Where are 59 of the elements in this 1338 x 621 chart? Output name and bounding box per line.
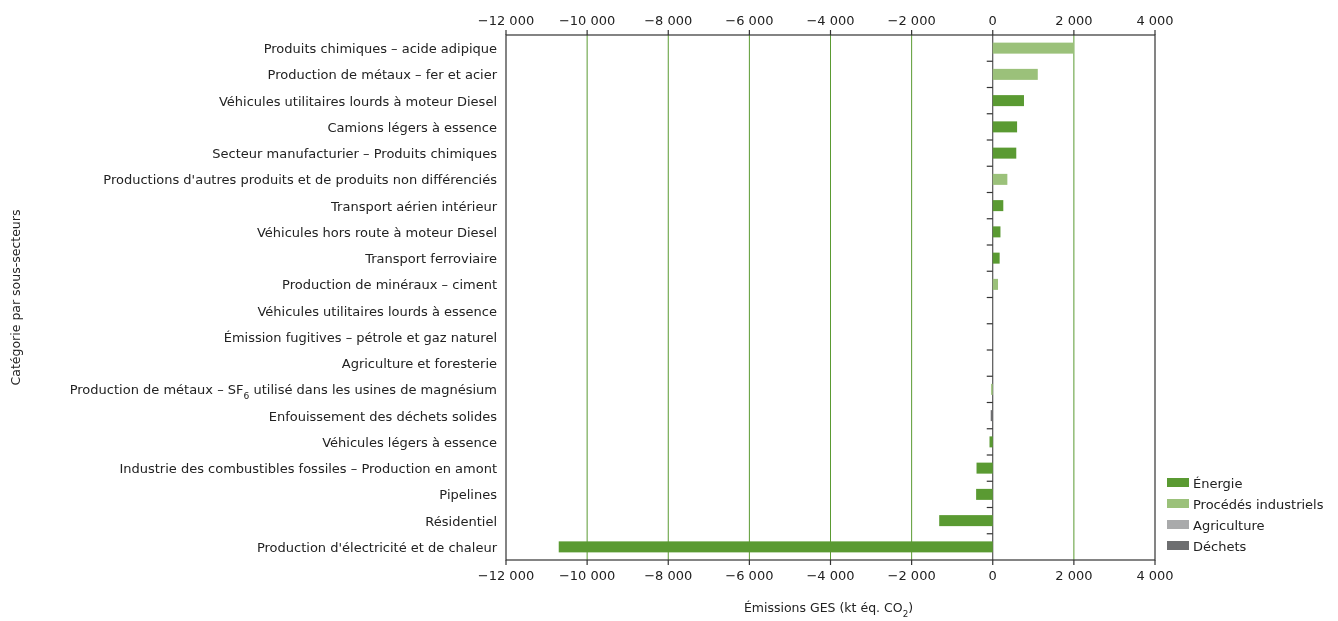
x-tick-label: −2 000 [887,568,936,583]
y-tick-label: Véhicules utilitaires lourds à moteur Diesel [218,93,497,109]
bar [992,68,1038,80]
bar [992,95,1024,107]
y-tick-label: Enfouissement des déchets solides [268,408,498,424]
y-tick-label: Véhicules légers à essence [322,434,497,450]
x-tick-label: −10 000 [558,568,616,583]
y-tick-label: Productions d'autres produits et de produits non différenciés [103,172,498,188]
y-tick-label: Pipelines [439,487,498,503]
legend-label: Déchets [1193,539,1247,554]
y-tick-label: Industrie des combustibles fossiles – Production en amont [119,461,497,477]
bar [989,436,993,448]
x-tick-label: −8 000 [644,568,693,583]
x-tick-label: 2 000 [1055,568,1093,583]
y-tick-label: Résidentiel [425,513,497,529]
x-tick-label: −12 000 [477,568,535,583]
x2-tick-label: −10 000 [558,13,616,28]
y-tick-label: Camions légers à essence [327,119,497,135]
y-tick-label: Secteur manufacturier – Produits chimiques [212,146,498,162]
y-tick-label: Transport aérien intérieur [330,198,498,214]
legend-label: Agriculture [1193,518,1265,533]
x2-tick-label: −2 000 [887,13,936,28]
bar [992,200,1004,212]
x2-tick-label: 4 000 [1136,13,1174,28]
x2-tick-label: −8 000 [644,13,693,28]
y-tick-label: Émission fugitives – pétrole et gaz naturel [223,329,497,345]
y-tick-label: Production de métaux – fer et acier [267,67,498,83]
bar [992,278,999,290]
y-tick-label: Production de métaux – SF$_{6}$ utilisé dans les usines de magnésium [69,382,497,402]
x2-tick-label: −12 000 [477,13,535,28]
x-axis-title: Émissions GES (kt éq. CO$_{2}$) [743,600,914,619]
legend-label: Procédés industriels [1193,497,1324,512]
x-tick-label: −6 000 [725,568,774,583]
y-tick-label: Production de minéraux – ciment [282,277,497,293]
bar [992,252,1000,264]
bar [992,42,1074,54]
x-tick-label: 4 000 [1136,568,1174,583]
y-axis-title: Catégorie par sous-secteurs [8,209,23,386]
x2-tick-label: 0 [988,13,997,28]
y-tick-label: Agriculture et foresterie [341,356,497,372]
x-tick-label: −4 000 [806,568,855,583]
y-tick-label: Transport ferroviaire [364,251,497,267]
y-tick-label: Véhicules hors route à moteur Diesel [256,224,497,240]
y-tick-label: Véhicules utilitaires lourds à essence [257,303,497,319]
bar [976,488,993,500]
x2-tick-label: −6 000 [725,13,774,28]
bar [992,226,1001,238]
y-tick-label: Produits chimiques – acide adipique [263,41,497,57]
bar [976,462,993,474]
bar [992,121,1018,133]
x2-tick-label: 2 000 [1055,13,1093,28]
y-tick-label: Production d'électricité et de chaleur [256,539,498,555]
legend-label: Énergie [1193,476,1243,491]
x2-tick-label: −4 000 [806,13,855,28]
bar [939,515,993,527]
x-tick-label: 0 [988,568,997,583]
bar [990,410,993,422]
bar [992,147,1017,159]
bar [992,173,1008,185]
